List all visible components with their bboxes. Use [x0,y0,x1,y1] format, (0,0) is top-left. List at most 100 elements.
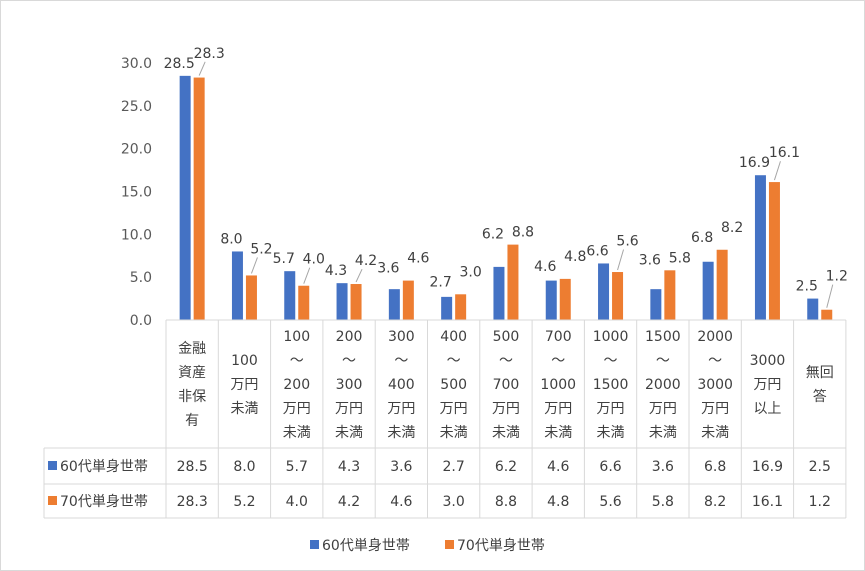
data-label: 16.9 [739,155,770,171]
category-label: 〜 [290,353,304,369]
data-label: 8.0 [220,231,242,247]
table-cell: 4.3 [338,459,360,475]
category-label: 金融 [178,341,206,357]
bar [598,263,610,320]
data-label: 3.6 [377,261,399,277]
category-label: 〜 [342,353,356,369]
y-tick-label: 15.0 [121,185,152,201]
category-label: 未満 [544,425,572,441]
table-cell: 8.0 [233,459,255,475]
category-label: 万円 [597,401,625,417]
data-label: 6.2 [482,227,504,243]
category-label: 非保 [178,389,206,405]
table-cell: 6.6 [599,459,621,475]
category-label: 1000 [593,329,629,345]
data-label: 5.7 [273,251,295,267]
y-tick-label: 25.0 [121,99,152,115]
category-label: 万円 [230,377,258,393]
bar [612,272,624,320]
category-label: 3000 [697,377,733,393]
legend-label: 60代単身世帯 [322,538,410,554]
table-cell: 4.6 [547,459,569,475]
data-label: 16.1 [769,145,800,161]
category-label: 200 [336,329,363,345]
table-cell: 4.6 [390,494,412,510]
category-label: 3000 [750,353,786,369]
table-cell: 6.2 [495,459,517,475]
data-label: 5.8 [669,250,691,266]
legend-label: 70代単身世帯 [457,538,545,554]
category-label: 500 [440,377,467,393]
category-label: 700 [493,377,520,393]
category-label: 100 [231,353,258,369]
category-label: 200 [283,377,310,393]
category-label: 無回 [806,365,834,381]
leader-line [198,61,206,76]
table-cell: 5.2 [233,494,255,510]
category-label: 〜 [447,353,461,369]
category-label: 1000 [540,377,576,393]
table-legend-key [48,461,57,470]
bar [807,298,819,320]
category-label: 万円 [753,377,781,393]
bar [702,261,714,320]
legend-key [445,540,454,549]
data-label: 28.3 [194,46,225,62]
category-label: 万円 [649,401,677,417]
category-label: 300 [336,377,363,393]
bar [402,280,414,320]
y-tick-label: 20.0 [121,142,152,158]
bar [545,280,557,320]
category-label: 未満 [230,401,258,417]
bar [507,244,519,320]
category-label: 万円 [701,401,729,417]
bar [193,77,205,321]
table-cell: 5.7 [286,459,308,475]
category-label: 万円 [440,401,468,417]
bar [768,182,780,320]
category-label: 2000 [697,329,733,345]
data-label: 4.0 [303,252,325,268]
table-cell: 3.0 [443,494,465,510]
category-label: 万円 [283,401,311,417]
category-label: 〜 [656,353,670,369]
data-label: 3.0 [460,264,482,280]
category-label: 以上 [753,401,781,417]
leader-line [355,268,363,283]
bar [559,278,571,320]
data-label: 2.7 [430,274,452,290]
bar [245,275,257,320]
data-label: 1.2 [826,269,848,285]
bar [231,251,243,320]
y-tick-label: 5.0 [130,270,152,286]
data-label: 4.8 [564,249,586,265]
leader-line [826,284,834,308]
category-label: 資産 [178,365,206,381]
data-label: 6.8 [691,230,713,246]
category-label: 400 [388,377,415,393]
data-label: 6.6 [586,243,608,259]
table-series-name: 70代単身世帯 [60,494,148,510]
category-label: 300 [388,329,415,345]
category-label: 〜 [394,353,408,369]
data-label: 28.5 [164,56,195,72]
table-cell: 16.9 [752,459,783,475]
category-label: 万円 [544,401,572,417]
data-label: 2.5 [796,279,818,295]
leader-line [250,257,258,274]
category-label: 未満 [335,425,363,441]
category-label: 500 [493,329,520,345]
bar [650,289,662,320]
table-cell: 1.2 [809,494,831,510]
bar [284,271,296,320]
data-label: 4.2 [355,253,377,269]
category-label: 未満 [597,425,625,441]
data-label: 8.8 [512,225,534,241]
bar [716,249,728,320]
table-legend-key [48,496,57,505]
bar [441,296,453,320]
legend-key [310,540,319,549]
category-label: 〜 [708,353,722,369]
bar [493,266,505,320]
